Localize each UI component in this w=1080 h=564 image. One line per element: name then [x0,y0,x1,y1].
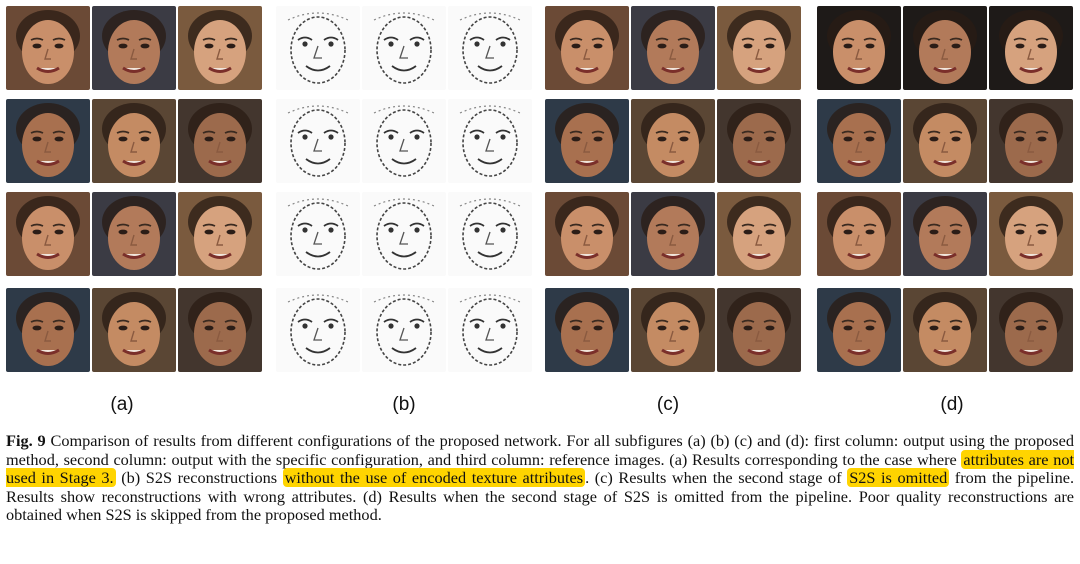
face-image [92,288,176,372]
face-image [178,6,262,90]
subfigure-label-c: (c) [656,394,680,415]
face-image [717,192,801,276]
face-image [717,288,801,372]
face-image [6,6,90,90]
face-image [448,192,532,276]
caption-highlight: without the use of encoded texture attri… [282,468,586,488]
face-image [989,6,1073,90]
face-image [545,288,629,372]
face-image [178,288,262,372]
subfigure-label-d: (d) [940,394,964,415]
face-image [631,99,715,183]
face-image [717,6,801,90]
face-image [178,99,262,183]
caption-text: . (c) Results when the second stage of [585,468,848,488]
face-image [6,192,90,276]
face-image [989,288,1073,372]
face-image [631,6,715,90]
face-image [903,192,987,276]
face-image [276,6,360,90]
face-image [817,192,901,276]
figure-image-grid [6,6,1073,372]
face-image [448,288,532,372]
subfigure-label-a: (a) [110,394,134,415]
face-image [545,6,629,90]
caption-text: Comparison of results from different con… [6,431,1075,469]
face-image [276,99,360,183]
face-image [276,288,360,372]
face-image [903,99,987,183]
face-image [817,288,901,372]
face-image [989,192,1073,276]
face-image [276,192,360,276]
caption-text: from the pipeline. Results show reconstr… [6,468,1075,525]
subfigure-label-b: (b) [392,394,416,415]
face-image [362,99,446,183]
face-image [545,99,629,183]
face-image [362,6,446,90]
face-image [362,192,446,276]
face-image [6,99,90,183]
face-image [631,288,715,372]
face-image [631,192,715,276]
caption-text: (b) S2S reconstructions [115,468,283,488]
face-image [178,192,262,276]
face-image [545,192,629,276]
face-image [903,288,987,372]
face-image [448,6,532,90]
face-image [92,6,176,90]
caption-figure-label: Fig. 9 [6,431,46,450]
face-image [92,192,176,276]
face-image [448,99,532,183]
face-image [6,288,90,372]
face-image [717,99,801,183]
face-image [92,99,176,183]
face-image [903,6,987,90]
caption-highlight: S2S is omitted [847,468,950,488]
face-image [989,99,1073,183]
face-image [362,288,446,372]
face-image [817,99,901,183]
face-image [817,6,901,90]
figure-caption: Fig. 9 Comparison of results from differ… [6,431,1075,525]
